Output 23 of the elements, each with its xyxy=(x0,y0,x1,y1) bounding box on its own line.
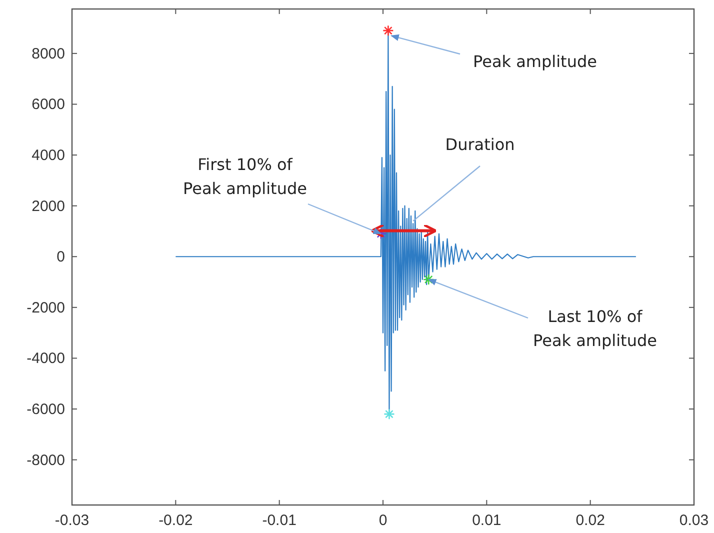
x-tick-label: 0.01 xyxy=(472,512,502,529)
x-tick-label: -0.03 xyxy=(54,512,90,529)
x-tick-label: 0.02 xyxy=(576,512,605,529)
annotation: First 10% of Peak amplitude xyxy=(183,155,307,198)
y-tick-label: -8000 xyxy=(26,452,65,469)
point xyxy=(382,24,394,36)
y-tick-label: 4000 xyxy=(32,147,65,164)
point xyxy=(384,408,395,420)
y-tick-label: -4000 xyxy=(26,350,65,368)
y-tick-label: -2000 xyxy=(26,299,65,316)
annotation: Last 10% of Peak amplitude xyxy=(533,307,657,350)
y-tick-label: 2000 xyxy=(32,198,65,215)
annotation: Peak amplitude xyxy=(473,52,597,71)
y-tick-label: 6000 xyxy=(32,96,65,114)
x-tick-label: -0.02 xyxy=(158,512,193,529)
y-tick-label: -6000 xyxy=(26,401,65,418)
x-tick-label: 0.03 xyxy=(679,512,709,529)
annotation: Duration xyxy=(445,135,515,154)
x-tick-label: 0 xyxy=(378,512,388,529)
x-tick-label: -0.01 xyxy=(262,512,296,529)
y-tick-label: 8000 xyxy=(32,45,65,62)
y-tick-label: 0 xyxy=(56,248,65,266)
point xyxy=(422,274,434,286)
